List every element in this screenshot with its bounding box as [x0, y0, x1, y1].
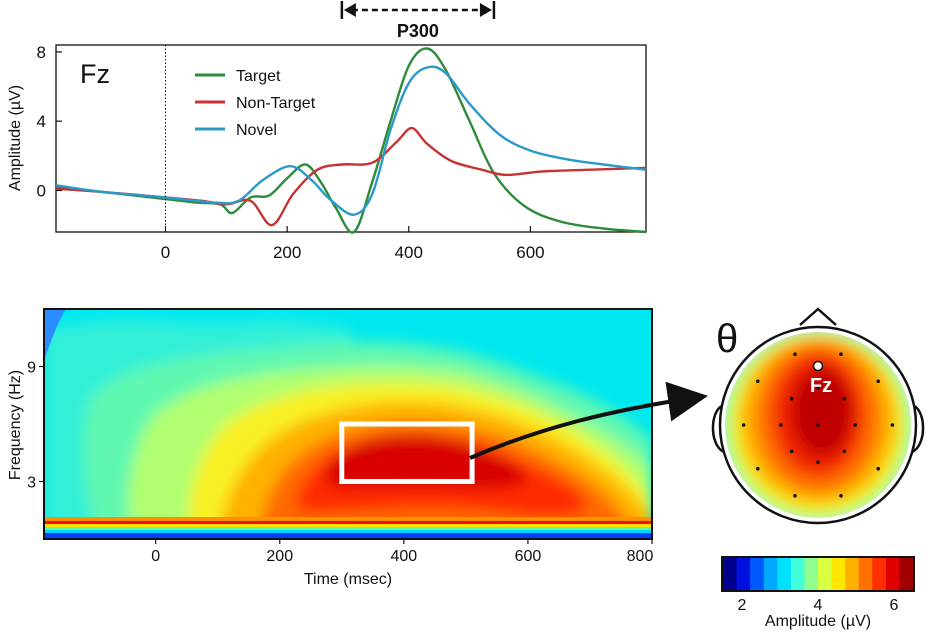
- electrode-dot: [756, 379, 760, 384]
- erp-x-tick-label: 0: [161, 243, 170, 262]
- tf-lowfreq-band-1: [44, 517, 652, 521]
- colorbar-tick-label: 6: [890, 597, 899, 614]
- roi-to-topomap-arrow: [469, 381, 708, 460]
- electrode-dots: [741, 352, 895, 498]
- erp-x-tick-label: 200: [273, 243, 301, 262]
- electrode-dot: [842, 396, 847, 401]
- erp-x-tick-label: 600: [516, 243, 544, 262]
- legend-label-target: Target: [236, 68, 281, 85]
- tf-x-axis-label: Time (msec): [304, 571, 392, 588]
- tf-lowfreq-band-2: [44, 521, 652, 524]
- colorbar-cell: [790, 558, 806, 590]
- tf-y-ticks: 39: [27, 360, 44, 492]
- tf-lowfreq-band-6: [44, 533, 652, 539]
- colorbar-cell: [804, 558, 819, 590]
- tf-x-tick-label: 800: [627, 548, 654, 565]
- electrode-dot: [789, 449, 794, 454]
- tf-lowfreq-band-5: [44, 530, 652, 533]
- tf-corner-dark: [44, 309, 66, 360]
- electrode-dot: [756, 466, 760, 471]
- colorbar-label: Amplitude (µV): [765, 613, 871, 630]
- colorbar-cell: [763, 558, 778, 590]
- tf-lowfreq-band-4: [44, 527, 652, 530]
- tf-y-tick-label: 3: [27, 475, 36, 492]
- erp-panel: 0 200 400 600 0 4 8 Fz Amplitude (µV) Target …: [7, 1, 647, 262]
- p300-label: P300: [397, 21, 439, 41]
- erp-panel-label: Fz: [80, 59, 110, 89]
- legend-label-novel: Novel: [236, 122, 277, 139]
- colorbar-cell: [750, 558, 765, 590]
- erp-y-ticks: 0 4 8: [37, 43, 62, 200]
- topomap-electrode-label: Fz: [810, 375, 832, 397]
- colorbar-cell: [845, 558, 860, 590]
- colorbar-cell: [777, 558, 792, 590]
- electrode-dot: [876, 466, 880, 471]
- electrode-dot: [816, 460, 820, 465]
- colorbar-cells: [723, 558, 914, 590]
- tf-plot-frame: [43, 308, 653, 540]
- electrode-dot: [816, 386, 820, 390]
- colorbar-cell: [885, 558, 901, 590]
- electrode-dot: [842, 449, 847, 454]
- erp-y-tick-label: 4: [37, 112, 46, 131]
- erp-plot-frame: [55, 44, 647, 233]
- fz-electrode-marker: [812, 360, 824, 372]
- electrode-dot: [789, 396, 794, 401]
- tf-x-tick-label: 0: [151, 548, 160, 565]
- tf-contour-8: [324, 434, 526, 490]
- electrode-dot: [839, 352, 843, 357]
- tf-roi-box: [339, 421, 475, 484]
- electrode-dot: [779, 423, 783, 427]
- erp-legend: Target Non-Target Novel: [195, 68, 316, 139]
- erp-y-tick-label: 0: [37, 181, 46, 200]
- colorbar: 2 4 6 Amplitude (µV): [721, 556, 915, 630]
- colorbar-ticks: 2 4 6: [738, 597, 899, 614]
- colorbar-cell: [723, 558, 738, 590]
- electrode-dot: [816, 423, 820, 427]
- electrode-dot: [853, 423, 857, 427]
- colorbar-cell: [872, 558, 887, 590]
- tf-x-tick-label: 400: [390, 548, 417, 565]
- head-nose: [799, 307, 837, 326]
- tf-x-tick-label: 200: [266, 548, 293, 565]
- electrode-dot: [876, 379, 880, 384]
- erp-x-ticks: 0 200 400 600: [161, 226, 545, 262]
- colorbar-cell: [736, 558, 751, 590]
- erp-y-tick-label: 8: [37, 43, 46, 62]
- tf-x-tick-label: 600: [515, 548, 542, 565]
- colorbar-tick-label: 4: [814, 597, 823, 614]
- tf-heatmap: [44, 309, 652, 539]
- colorbar-tick-label: 2: [738, 597, 747, 614]
- electrode-dot: [741, 423, 746, 427]
- electrode-dot: [890, 423, 895, 427]
- erp-x-tick-label: 400: [395, 243, 423, 262]
- tf-x-ticks: 0 200 400 600 800: [151, 539, 653, 565]
- electrode-dot: [839, 494, 843, 498]
- colorbar-cell: [858, 558, 873, 590]
- tf-contours: [44, 320, 652, 539]
- topomap: Fz θ: [711, 307, 925, 525]
- erp-y-axis-label: Amplitude (µV): [7, 85, 24, 191]
- p300-annotation: P300: [340, 1, 496, 41]
- erp-series-group: [55, 47, 647, 234]
- colorbar-frame: [721, 556, 915, 592]
- legend-label-non-target: Non-Target: [236, 95, 316, 112]
- electrode-dot: [793, 352, 797, 357]
- erp-line-novel: [55, 65, 647, 216]
- time-frequency-panel: 0 200 400 600 800 39 Time (msec) Frequency (…: [7, 308, 653, 588]
- colorbar-cell: [818, 558, 833, 590]
- tf-y-tick-label: 9: [27, 360, 36, 377]
- p300-right-arrowhead: [479, 3, 492, 17]
- colorbar-cell: [831, 558, 846, 590]
- tf-lowfreq-band-3: [44, 524, 652, 527]
- topomap-band-label: θ: [716, 317, 738, 361]
- colorbar-cell: [899, 558, 914, 590]
- electrode-dot: [793, 494, 797, 498]
- p300-left-arrowhead: [343, 3, 356, 17]
- tf-y-axis-label: Frequency (Hz): [7, 370, 24, 480]
